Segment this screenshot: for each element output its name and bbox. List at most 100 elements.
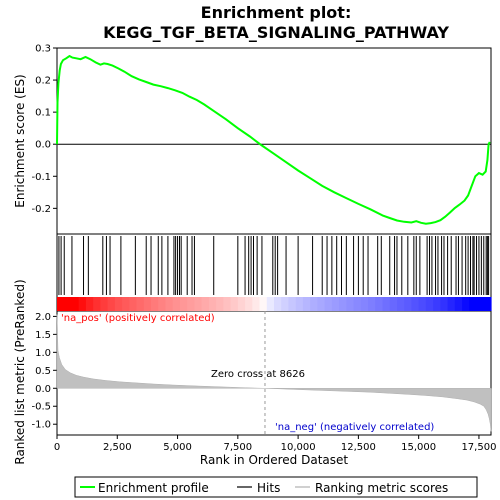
heat-segment xyxy=(483,297,492,311)
heat-segment xyxy=(245,297,253,311)
heat-segment xyxy=(476,297,485,311)
metric-y-tick-label: 1.5 xyxy=(35,330,51,341)
heat-segment xyxy=(223,297,232,311)
x-tick-label: 0 xyxy=(54,442,60,453)
heat-segment xyxy=(382,297,391,311)
heat-segment xyxy=(71,297,80,311)
enrichment-profile-path xyxy=(56,54,491,225)
x-axis: 0 2,500 5,000 7,500 10,000 12,500 15,000 17,500 xyxy=(54,435,496,453)
heat-segment xyxy=(433,297,441,311)
metric-y-axis-title: Ranked list metric (PreRanked) xyxy=(13,279,27,464)
heat-segment xyxy=(237,297,246,311)
x-tick-label: 7,500 xyxy=(224,442,253,453)
heat-segment xyxy=(259,297,268,311)
heat-segment xyxy=(208,297,217,311)
heat-segment xyxy=(266,297,275,311)
zero-cross-label: Zero cross at 8626 xyxy=(211,369,305,380)
heat-segment xyxy=(57,297,65,311)
x-tick-label: 12,500 xyxy=(341,442,376,453)
ranking-metric-area xyxy=(56,311,492,435)
legend-metric-label: Ranking metric scores xyxy=(315,481,448,495)
metric-y-tick-label: 2.0 xyxy=(35,312,51,323)
heat-segment xyxy=(78,297,87,311)
x-tick-label: 2,500 xyxy=(103,442,132,453)
heat-segment xyxy=(310,297,318,311)
heat-segment xyxy=(324,297,333,311)
chart-title-line-1: Enrichment plot: xyxy=(201,3,352,22)
metric-y-tick-label: 0.5 xyxy=(35,366,51,377)
es-y-tick-label: 0.0 xyxy=(35,140,51,151)
heat-segment xyxy=(418,297,427,311)
heat-segment xyxy=(302,297,311,311)
heat-segment xyxy=(136,297,145,311)
heat-segment xyxy=(454,297,463,311)
heat-segment xyxy=(114,297,123,311)
heat-segment xyxy=(425,297,434,311)
heat-segment xyxy=(317,297,326,311)
heat-segment xyxy=(158,297,167,311)
es-y-tick-label: 0.1 xyxy=(35,108,51,119)
heat-segment xyxy=(85,297,94,311)
metric-y-axis: 2.0 1.5 1.0 0.5 0.0 -0.5 -1.0 xyxy=(31,312,57,431)
hit-markers xyxy=(58,236,490,295)
heat-segment xyxy=(165,297,174,311)
rank-heat-bar xyxy=(57,297,492,311)
heat-segment xyxy=(143,297,152,311)
metric-y-tick-label: 0.0 xyxy=(35,384,51,395)
heat-segment xyxy=(389,297,398,311)
ranking-metric-fill xyxy=(56,314,492,432)
heat-segment xyxy=(93,297,101,311)
legend-hits-label: Hits xyxy=(257,481,280,495)
heat-segment xyxy=(360,297,369,311)
heat-segment xyxy=(100,297,109,311)
heat-segment xyxy=(404,297,413,311)
heat-segment xyxy=(368,297,376,311)
heat-segment xyxy=(179,297,188,311)
metric-y-tick-label: -0.5 xyxy=(31,402,51,413)
heat-segment xyxy=(346,297,355,311)
heat-segment xyxy=(230,297,239,311)
heat-segment xyxy=(172,297,181,311)
es-y-tick-label: -0.1 xyxy=(31,172,51,183)
heat-segment xyxy=(194,297,203,311)
pos-correlated-label: 'na_pos' (positively correlated) xyxy=(61,313,215,324)
es-y-axis-title: Enrichment score (ES) xyxy=(13,74,27,207)
es-y-axis: 0.3 0.2 0.1 0.0 -0.1 -0.2 xyxy=(31,44,57,215)
heat-segment xyxy=(440,297,449,311)
heat-segment xyxy=(469,297,478,311)
heat-segment xyxy=(281,297,290,311)
metric-y-tick-label: 1.0 xyxy=(35,348,51,359)
es-panel-frame xyxy=(56,47,492,235)
heat-segment xyxy=(122,297,130,311)
heat-segment xyxy=(295,297,304,311)
x-tick-label: 17,500 xyxy=(461,442,496,453)
heat-segment xyxy=(151,297,159,311)
heat-segment xyxy=(288,297,297,311)
heat-segment xyxy=(64,297,73,311)
x-axis-title: Rank in Ordered Dataset xyxy=(200,453,348,467)
heat-segment xyxy=(187,297,196,311)
neg-correlated-label: 'na_neg' (negatively correlated) xyxy=(275,422,434,433)
es-y-tick-label: -0.2 xyxy=(31,204,51,215)
heat-segment xyxy=(353,297,362,311)
heat-segment xyxy=(216,297,224,311)
legend-enrichment-label: Enrichment profile xyxy=(98,481,209,495)
metric-y-tick-label: -1.0 xyxy=(31,420,51,431)
chart-title-line-2: KEGG_TGF_BETA_SIGNALING_PATHWAY xyxy=(103,23,449,42)
heat-segment xyxy=(274,297,282,311)
es-y-tick-label: 0.3 xyxy=(35,44,51,55)
heat-segment xyxy=(462,297,470,311)
heat-segment xyxy=(339,297,347,311)
es-y-tick-label: 0.2 xyxy=(35,76,51,87)
legend-box xyxy=(74,476,478,498)
heat-segment xyxy=(375,297,384,311)
heat-segment xyxy=(107,297,116,311)
heat-segment xyxy=(447,297,456,311)
enrichment-profile-line xyxy=(56,54,491,225)
heat-segment xyxy=(129,297,138,311)
x-tick-label: 15,000 xyxy=(401,442,436,453)
x-tick-label: 10,000 xyxy=(281,442,316,453)
x-tick-label: 5,000 xyxy=(163,442,192,453)
heat-segment xyxy=(252,297,261,311)
